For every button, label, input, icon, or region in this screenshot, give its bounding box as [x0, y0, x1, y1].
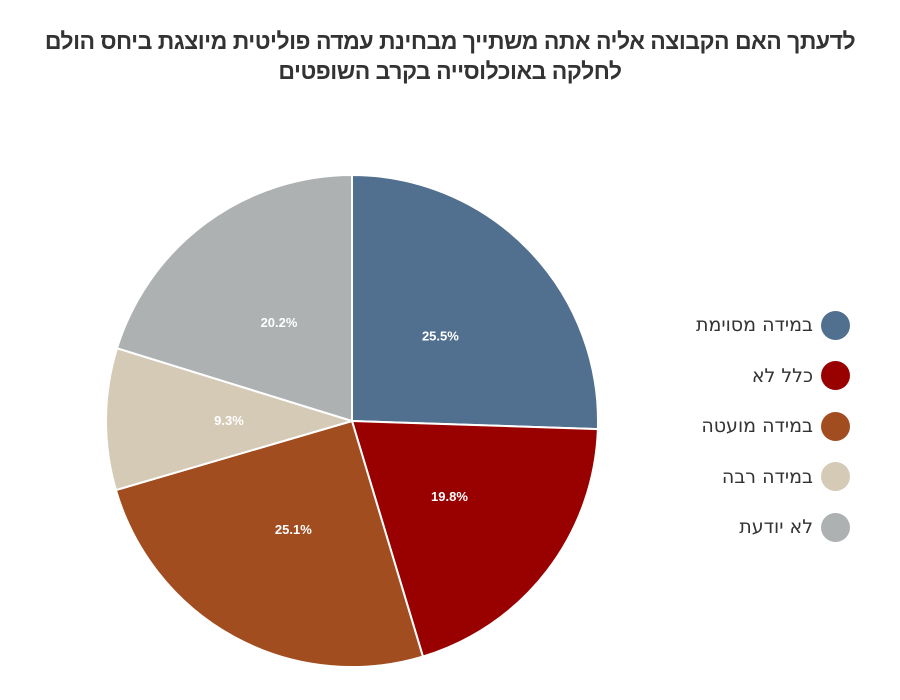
legend-item[interactable]: במידה רבה	[660, 452, 850, 503]
legend-item[interactable]: כלל לא	[660, 351, 850, 402]
pie-slice-1	[350, 419, 599, 658]
chart-title-line-1: לדעתך האם הקבוצה אליה אתה משתייך מבחינת …	[44, 28, 856, 54]
pie-slice-3	[105, 346, 356, 492]
legend-item[interactable]: במידה מסוימת	[660, 300, 850, 351]
legend-item[interactable]: במידה מועטה	[660, 401, 850, 452]
chart-title-line-2: לחלקה באוכלוסייה בקרב השופטים	[278, 58, 622, 84]
slice-data-label: 19.8%	[431, 489, 468, 504]
legend-marker	[821, 310, 850, 340]
slice-data-label: 25.5%	[422, 328, 459, 343]
legend-label: במידה מועטה	[701, 415, 813, 438]
legend-label: לא יודעת	[739, 516, 813, 539]
slice-data-label: 9.3%	[214, 413, 244, 428]
legend-marker	[821, 361, 850, 391]
legend-label: כלל לא	[751, 364, 813, 387]
slice-data-label: 20.2%	[261, 315, 298, 330]
legend-item[interactable]: לא יודעת	[660, 502, 850, 553]
pie-slice-2	[114, 419, 425, 668]
pie-slice-4	[115, 173, 353, 423]
legend-marker	[821, 462, 850, 492]
legend: במידה מסוימת כלל לא במידה מועטה במידה רבה לא…	[660, 300, 850, 553]
legend-label: במידה רבה	[721, 465, 813, 488]
chart-title: לדעתך האם הקבוצה אליה אתה משתייך מבחינת …	[20, 26, 880, 86]
legend-marker	[821, 411, 850, 441]
pie-slice-0	[351, 173, 599, 431]
slice-data-label: 25.1%	[275, 522, 312, 537]
legend-marker	[821, 512, 850, 542]
legend-label: במידה מסוימת	[695, 314, 813, 337]
